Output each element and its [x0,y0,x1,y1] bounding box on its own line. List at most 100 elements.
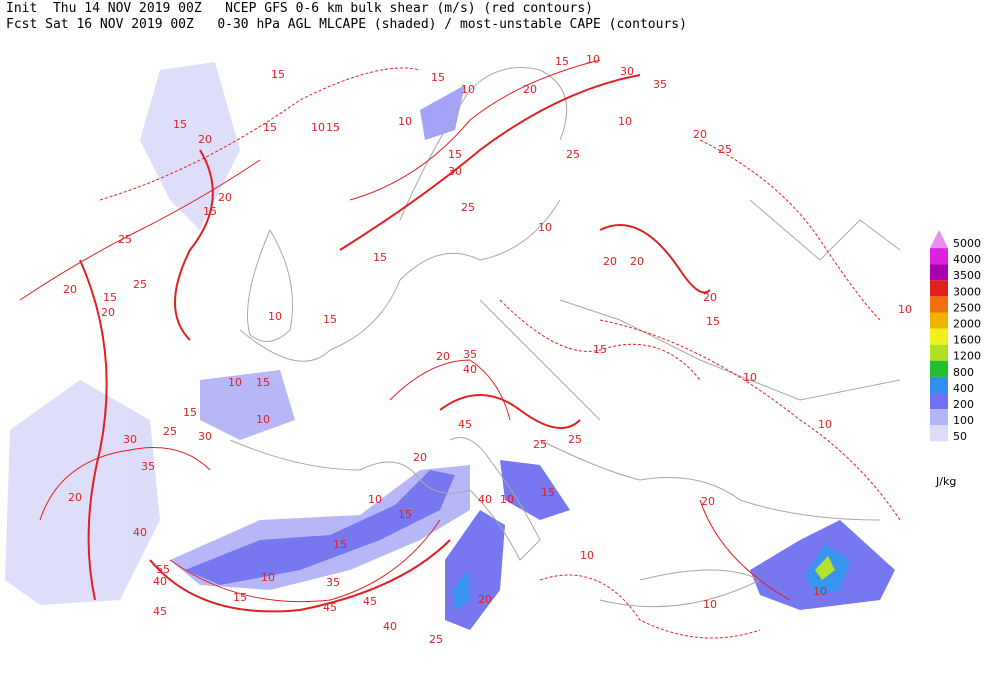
contour-label: 10 [813,585,827,598]
contour-label: 20 [523,83,537,96]
contour-label: 45 [458,418,472,431]
legend-label: 4000 [953,253,981,266]
contour-label: 10 [461,83,475,96]
contour-label: 15 [593,343,607,356]
contour-label: 10 [398,115,412,128]
contour-label: 15 [706,315,720,328]
contour-label: 10 [703,598,717,611]
legend-label: 2500 [953,301,981,314]
contour-label: 10 [898,303,912,316]
contour-label: 15 [183,406,197,419]
contour-label: 20 [478,593,492,606]
contour-line [699,139,881,321]
legend-swatch [930,409,948,426]
legend-swatch [930,230,948,248]
contour-label: 25 [461,201,475,214]
contour-label: 30 [620,65,634,78]
contour-label: 10 [256,413,270,426]
contour-line [599,319,901,521]
contour-label: 30 [448,165,462,178]
contour-label: 25 [533,438,547,451]
border [559,299,901,401]
legend-label: 200 [953,398,974,411]
cape-shading [5,62,895,630]
legend-swatch [930,360,948,377]
contour-label: 25 [568,433,582,446]
legend-label: 1200 [953,350,981,363]
contour-label: 15 [333,538,347,551]
contour-label: 40 [478,493,492,506]
contour-label: 35 [326,576,340,589]
contour-label: 10 [311,121,325,134]
contour-label: 25 [566,148,580,161]
contour-label: 45 [153,605,167,618]
contour-label: 20 [630,255,644,268]
contour-label: 15 [103,291,117,304]
header-line: Fcst Sat 16 NOV 2019 00Z 0-30 hPa AGL ML… [6,17,687,32]
legend-label: 3000 [953,285,981,298]
contour-label: 40 [153,575,167,588]
contour-line [19,159,261,301]
contour-label: 15 [173,118,187,131]
contour-line [439,394,581,429]
contour-label: 30 [123,433,137,446]
contour-label: 15 [233,591,247,604]
shear-contours [19,59,901,639]
coastline [247,229,293,342]
contour-label: 10 [538,221,552,234]
contour-label: 15 [398,508,412,521]
coastline [399,67,568,221]
contour-label: 10 [500,493,514,506]
legend-label: 1600 [953,334,981,347]
contour-label: 15 [555,55,569,68]
contour-label: 15 [323,313,337,326]
contour-label: 25 [163,425,177,438]
contour-label: 10 [618,115,632,128]
contour-label: 15 [541,486,555,499]
contour-label: 15 [448,148,462,161]
contour-label: 15 [256,376,270,389]
legend-swatch [930,344,948,361]
contour-label: 10 [268,310,282,323]
contour-label: 15 [431,71,445,84]
legend-swatch [930,280,948,297]
contour-label: 20 [703,291,717,304]
contour-line [349,59,601,201]
contour-line [174,149,214,341]
legend-unit: J/kg [935,475,956,488]
legend-swatch [930,328,948,345]
contour-label: 15 [203,205,217,218]
legend-label: 2000 [953,318,981,331]
contour-label: 20 [63,283,77,296]
contour-label: 15 [373,251,387,264]
contour-label: 40 [463,363,477,376]
contour-label: 25 [718,143,732,156]
contour-label: 25 [118,233,132,246]
contour-line [389,359,511,421]
contour-label: 20 [218,191,232,204]
coastline [539,439,881,521]
contour-label: 10 [586,53,600,66]
cape-area [140,62,240,230]
coastline [239,199,561,362]
legend-label: 50 [953,430,967,443]
contour-label: 15 [263,121,277,134]
contour-label: 15 [326,121,340,134]
cape-area [200,370,295,440]
contour-label: 10 [580,549,594,562]
contour-label: 20 [701,495,715,508]
contour-label: 15 [271,68,285,81]
contour-label: 10 [228,376,242,389]
cape-area [420,85,465,140]
contour-label: 20 [101,306,115,319]
legend-label: 5000 [953,237,981,250]
legend-swatch [930,296,948,313]
contour-label: 35 [653,78,667,91]
cape-area [452,570,470,610]
border [479,299,601,421]
legend-swatch [930,376,948,393]
